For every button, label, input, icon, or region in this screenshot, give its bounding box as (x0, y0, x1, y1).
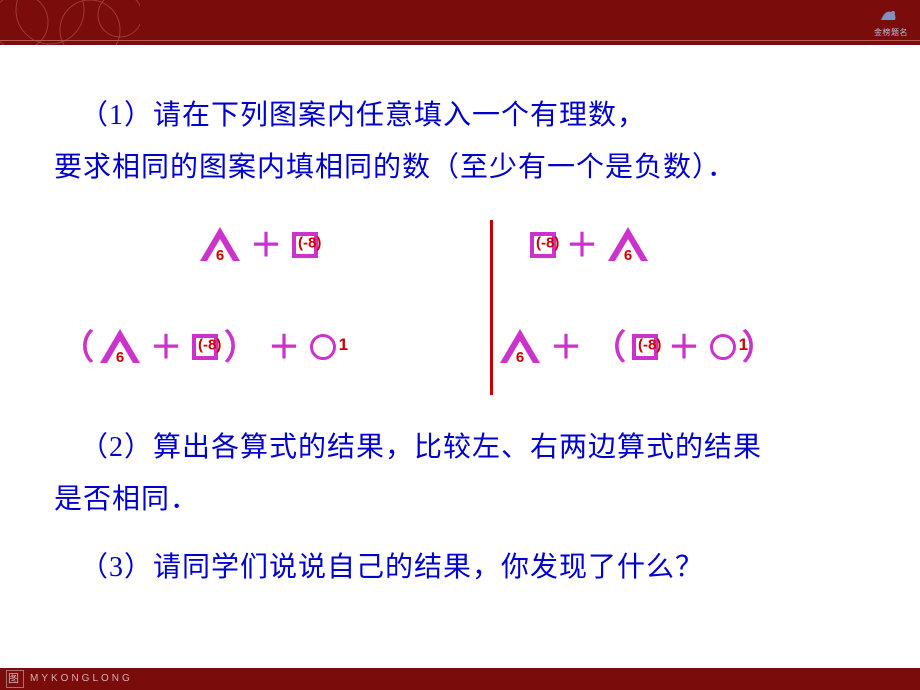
logo: 金榜题名 (874, 6, 908, 38)
triangle-value: 6 (516, 349, 524, 366)
paragraph-1-line-1: （1）请在下列图案内任意填入一个有理数， (80, 93, 646, 133)
vertical-divider (490, 220, 493, 395)
plus-op: ＋ (146, 322, 186, 368)
triangle-shape: 6 (100, 326, 140, 362)
square-shape: (-8) (192, 328, 218, 362)
paragraph-1-line-2: 要求相同的图案内填相同的数（至少有一个是负数）． (54, 145, 736, 185)
paragraph-2-line-1: （2）算出各算式的结果，比较左、右两边算式的结果 (80, 425, 762, 465)
plus-op: ＋ (546, 322, 586, 368)
rparen: ） (224, 320, 258, 369)
circle-shape: 1 (710, 328, 736, 362)
footer-text: MYKONGLONG (30, 673, 133, 684)
circle-shape: 1 (310, 328, 336, 362)
slide-content: （1）请在下列图案内任意填入一个有理数， 要求相同的图案内填相同的数（至少有一个… (0, 45, 920, 690)
header-pattern (0, 0, 140, 45)
plus-op: ＋ (246, 220, 286, 266)
footer-bar: 图 MYKONGLONG (0, 668, 920, 690)
square-value: (-8) (638, 336, 661, 353)
paragraph-2-line-2: 是否相同． (54, 477, 199, 517)
lparen: （ (60, 320, 94, 369)
triangle-shape: 6 (608, 225, 648, 261)
footer-icon: 图 (6, 670, 24, 688)
triangle-value: 6 (116, 349, 124, 366)
triangle-shape: 6 (500, 326, 540, 362)
square-shape: (-8) (632, 328, 658, 362)
lparen: （ (592, 320, 626, 369)
header-underline (0, 40, 920, 41)
circle-value: 1 (739, 335, 748, 355)
plus-op: ＋ (264, 322, 304, 368)
paragraph-3: （3）请同学们说说自己的结果，你发现了什么？ (80, 545, 704, 585)
triangle-shape: 6 (200, 225, 240, 261)
equation-2-right: 6 ＋ （ (-8) ＋ 1 ） (500, 320, 776, 369)
circle-value: 1 (339, 335, 348, 355)
triangle-value: 6 (216, 247, 224, 264)
square-value: (-8) (198, 336, 221, 353)
plus-op: ＋ (562, 220, 602, 266)
equation-2-left: （ 6 ＋ (-8) ） ＋ 1 (60, 320, 336, 369)
equation-1-left: 6 ＋ (-8) (200, 220, 318, 266)
square-value: (-8) (298, 235, 321, 252)
header-bar: 金榜题名 (0, 0, 920, 45)
square-shape: (-8) (530, 226, 556, 260)
square-shape: (-8) (292, 226, 318, 260)
square-value: (-8) (536, 235, 559, 252)
triangle-value: 6 (624, 247, 632, 264)
plus-op: ＋ (664, 322, 704, 368)
equation-1-right: (-8) ＋ 6 (530, 220, 648, 266)
equations-area: 6 ＋ (-8) (-8) ＋ 6 （ 6 (70, 220, 850, 400)
